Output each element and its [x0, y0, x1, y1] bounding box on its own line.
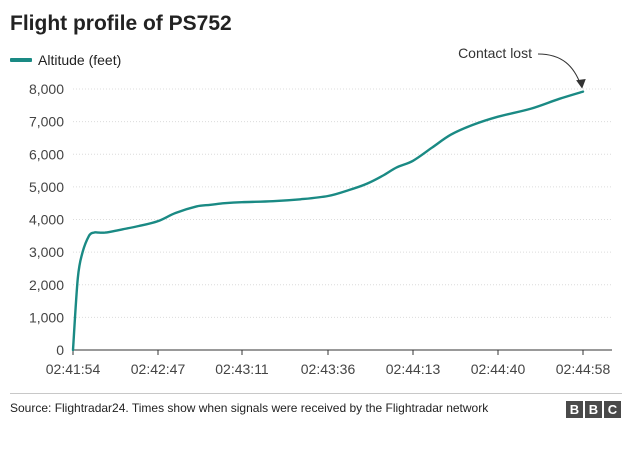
bbc-logo-letter: C [604, 401, 621, 418]
altitude-series-line [71, 90, 585, 352]
legend-swatch [10, 58, 32, 62]
y-tick-label: 5,000 [29, 179, 64, 195]
y-tick-label: 3,000 [29, 244, 64, 260]
source-note: Source: Flightradar24. Times show when s… [10, 401, 489, 415]
y-tick-label: 7,000 [29, 114, 64, 130]
x-tick-label: 02:44:58 [556, 361, 611, 377]
y-tick-label: 8,000 [29, 81, 64, 97]
y-tick-label: 4,000 [29, 212, 64, 228]
x-tick-label: 02:43:11 [215, 361, 269, 377]
x-tick-label: 02:41:54 [46, 361, 101, 377]
bbc-logo-letter: B [566, 401, 583, 418]
legend-label: Altitude (feet) [38, 52, 122, 68]
x-tick-label: 02:44:40 [471, 361, 526, 377]
legend: Altitude (feet) [10, 52, 121, 68]
footer-divider [10, 393, 622, 394]
x-tick-label: 02:43:36 [301, 361, 356, 377]
y-tick-label: 1,000 [29, 309, 64, 325]
bbc-logo-letter: B [585, 401, 602, 418]
bbc-logo: B B C [566, 401, 621, 418]
y-tick-label: 2,000 [29, 277, 64, 293]
y-tick-label: 0 [56, 342, 64, 358]
y-tick-label: 6,000 [29, 146, 64, 162]
x-tick-label: 02:42:47 [131, 361, 186, 377]
annotation-arrow-head [576, 79, 586, 89]
annotation-arrow-line [537, 53, 582, 86]
x-tick-label: 02:44:13 [386, 361, 441, 377]
chart-title: Flight profile of PS752 [10, 12, 232, 35]
contact-lost-annotation: Contact lost [458, 45, 532, 61]
